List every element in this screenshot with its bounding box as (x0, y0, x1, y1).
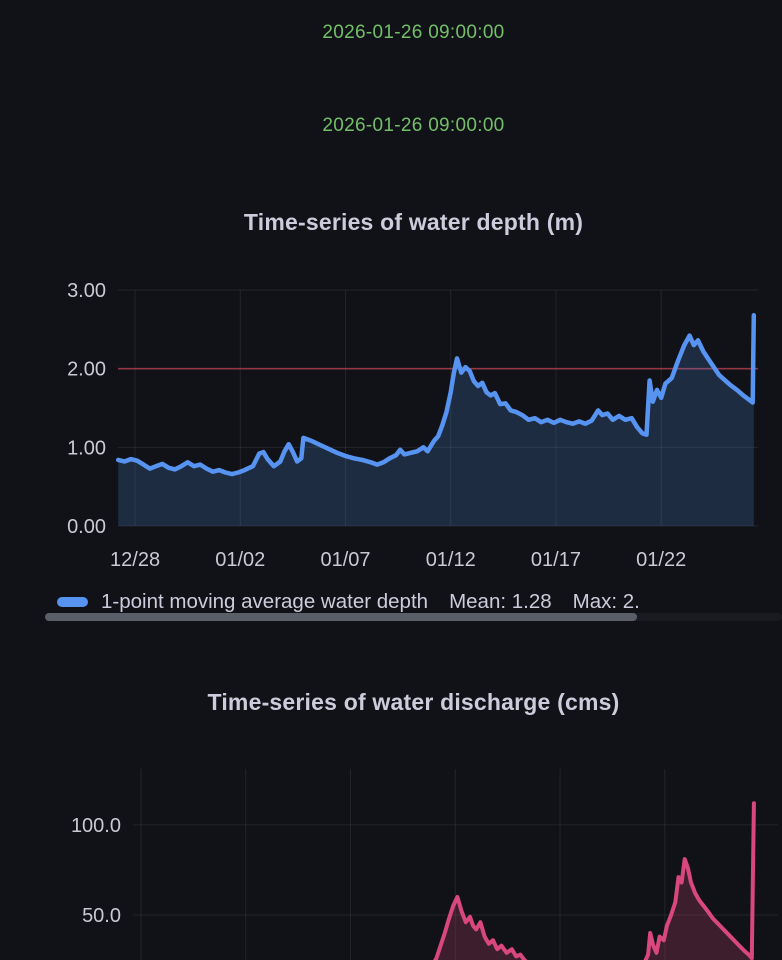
svg-text:01/12: 01/12 (426, 549, 476, 571)
svg-text:3.00: 3.00 (67, 280, 106, 302)
horizontal-scrollbar-track[interactable] (45, 613, 782, 621)
water-discharge-chart[interactable]: 50.0 100.0 (0, 750, 782, 960)
svg-text:12/28: 12/28 (110, 549, 160, 571)
horizontal-scrollbar-thumb[interactable] (45, 613, 637, 621)
water-discharge-panel-title: Time-series of water discharge (cms) (207, 689, 620, 715)
water-depth-panel-title: Time-series of water depth (m) (243, 209, 584, 235)
legend-mean-stat: Mean: 1.28 (449, 589, 552, 613)
svg-text:1.00: 1.00 (67, 437, 106, 459)
timestamp-secondary: 2026-01-26 09:00:00 (322, 115, 505, 136)
svg-text:01/22: 01/22 (636, 549, 686, 571)
legend-max-stat: Max: 2. (572, 589, 640, 613)
svg-text:01/07: 01/07 (320, 549, 370, 571)
water-depth-chart[interactable]: 0.00 1.00 2.00 3.00 12/28 01/02 01/07 01/12 01/1… (0, 260, 782, 580)
series-swatch-icon (57, 596, 88, 607)
timestamp-primary: 2026-01-26 09:00:00 (322, 22, 505, 43)
svg-text:100.0: 100.0 (71, 815, 121, 837)
water-depth-legend[interactable]: 1-point moving average water depth Mean:… (57, 588, 782, 615)
svg-text:01/02: 01/02 (215, 549, 265, 571)
svg-text:50.0: 50.0 (82, 905, 121, 927)
svg-text:0.00: 0.00 (67, 516, 106, 538)
svg-text:01/17: 01/17 (531, 549, 581, 571)
svg-text:2.00: 2.00 (67, 359, 106, 381)
legend-series-label[interactable]: 1-point moving average water depth (101, 589, 429, 613)
